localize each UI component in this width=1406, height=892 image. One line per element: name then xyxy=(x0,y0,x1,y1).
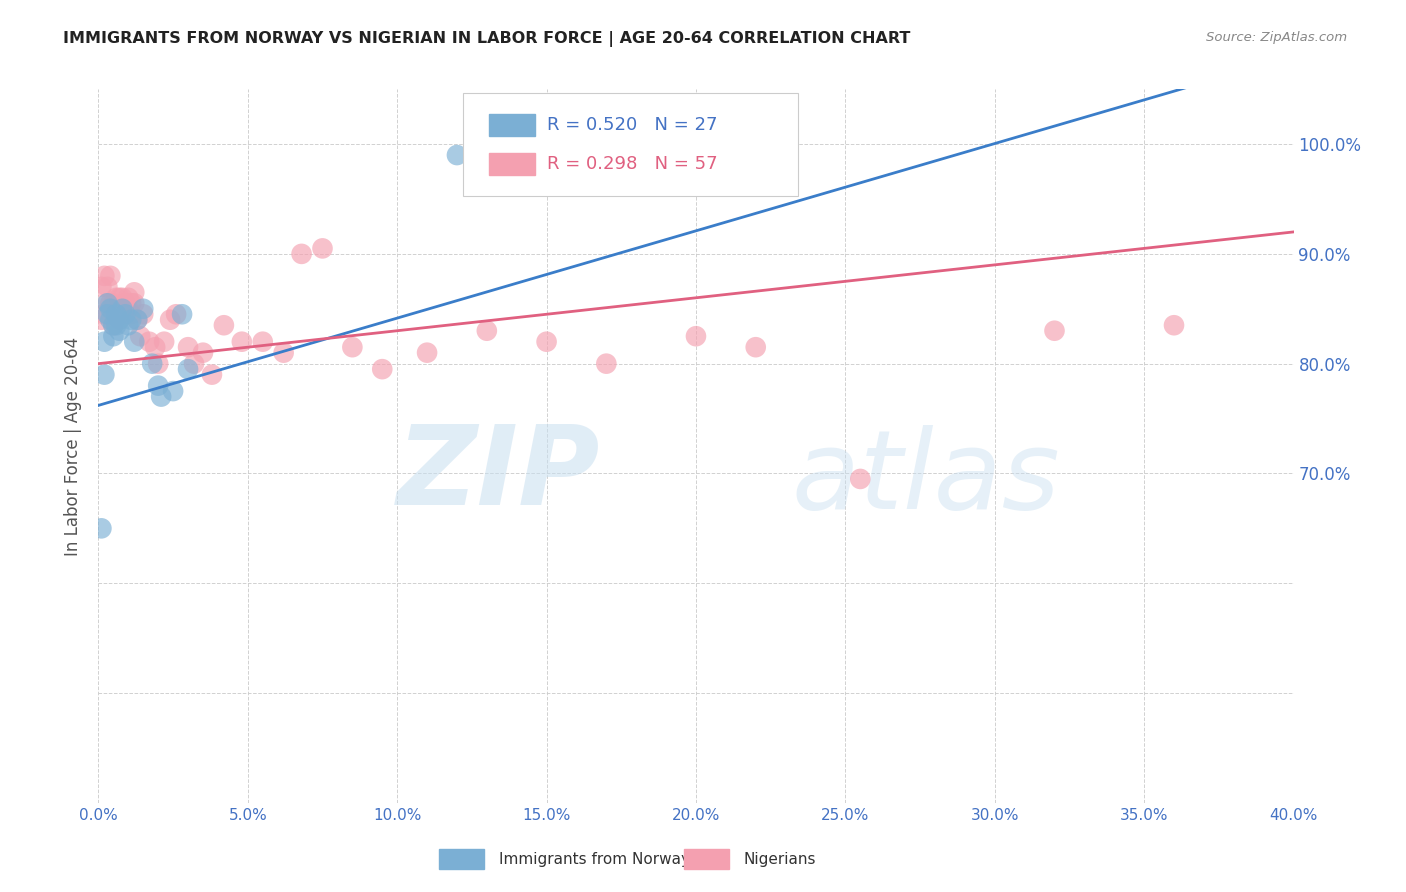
Point xyxy=(291,247,314,261)
Text: R = 0.298   N = 57: R = 0.298 N = 57 xyxy=(547,155,717,173)
Point xyxy=(1343,312,1365,326)
Point xyxy=(114,296,136,310)
FancyBboxPatch shape xyxy=(463,93,797,196)
Point xyxy=(148,378,170,392)
Point xyxy=(93,307,115,321)
Text: R = 0.520   N = 27: R = 0.520 N = 27 xyxy=(547,116,717,134)
Point xyxy=(141,357,163,371)
Point xyxy=(127,312,149,326)
Y-axis label: In Labor Force | Age 20-64: In Labor Force | Age 20-64 xyxy=(65,336,83,556)
Point xyxy=(129,329,152,343)
Point xyxy=(177,362,200,376)
Point xyxy=(685,329,707,343)
Bar xyxy=(685,849,730,869)
Point xyxy=(446,148,468,162)
Point xyxy=(231,334,253,349)
Point xyxy=(475,324,498,338)
Point xyxy=(114,301,136,316)
Point xyxy=(108,312,131,326)
Point xyxy=(172,307,194,321)
Point xyxy=(93,368,115,382)
Point xyxy=(96,296,118,310)
Point xyxy=(96,296,118,310)
Point xyxy=(105,307,128,321)
Point xyxy=(371,362,394,376)
Point xyxy=(595,357,617,371)
Point xyxy=(90,312,112,326)
Point xyxy=(103,296,125,310)
Point xyxy=(117,301,139,316)
Bar xyxy=(439,849,485,869)
Point xyxy=(120,307,142,321)
Point xyxy=(148,357,170,371)
Point xyxy=(162,384,184,398)
Point xyxy=(212,318,235,333)
Point xyxy=(1043,324,1066,338)
Point xyxy=(98,301,122,316)
Point xyxy=(120,312,142,326)
Point xyxy=(120,296,142,310)
Point xyxy=(138,334,160,349)
Point xyxy=(165,307,187,321)
Point xyxy=(90,521,112,535)
Point xyxy=(252,334,274,349)
Point xyxy=(143,340,166,354)
Point xyxy=(96,307,118,321)
Point xyxy=(103,318,125,333)
Bar xyxy=(489,114,534,136)
Point xyxy=(90,280,112,294)
Point xyxy=(124,334,146,349)
Point xyxy=(132,307,155,321)
Point xyxy=(132,301,155,316)
Text: Nigerians: Nigerians xyxy=(744,852,817,867)
Point xyxy=(201,368,224,382)
Point xyxy=(103,318,125,333)
Point xyxy=(117,318,139,333)
Point xyxy=(1343,131,1365,145)
Point xyxy=(108,324,131,338)
Point xyxy=(98,296,122,310)
Point xyxy=(124,296,146,310)
Bar xyxy=(489,153,534,175)
Point xyxy=(93,334,115,349)
Point xyxy=(177,340,200,354)
Point xyxy=(745,340,768,354)
Point xyxy=(93,268,115,283)
Point xyxy=(98,268,122,283)
Point xyxy=(108,291,131,305)
Point xyxy=(191,345,214,359)
Point xyxy=(108,312,131,326)
Text: Immigrants from Norway: Immigrants from Norway xyxy=(499,852,690,867)
Point xyxy=(114,307,136,321)
Point xyxy=(117,291,139,305)
Point xyxy=(105,291,128,305)
Point xyxy=(153,334,176,349)
Text: IMMIGRANTS FROM NORWAY VS NIGERIAN IN LABOR FORCE | AGE 20-64 CORRELATION CHART: IMMIGRANTS FROM NORWAY VS NIGERIAN IN LA… xyxy=(63,31,911,47)
Point xyxy=(183,357,205,371)
Point xyxy=(98,312,122,326)
Point xyxy=(1163,318,1185,333)
Point xyxy=(103,329,125,343)
Point xyxy=(159,312,181,326)
Point xyxy=(111,307,134,321)
Text: atlas: atlas xyxy=(792,425,1060,532)
Point xyxy=(311,241,333,255)
Point xyxy=(416,345,439,359)
Point xyxy=(124,285,146,300)
Point xyxy=(111,301,134,316)
Point xyxy=(342,340,364,354)
Point xyxy=(105,307,128,321)
Point xyxy=(127,312,149,326)
Point xyxy=(96,280,118,294)
Point xyxy=(105,318,128,333)
Point xyxy=(536,334,558,349)
Point xyxy=(273,345,295,359)
Point xyxy=(111,291,134,305)
Point xyxy=(849,472,872,486)
Point xyxy=(1312,488,1334,502)
Point xyxy=(150,390,173,404)
Text: Source: ZipAtlas.com: Source: ZipAtlas.com xyxy=(1206,31,1347,45)
Text: ZIP: ZIP xyxy=(396,421,600,528)
